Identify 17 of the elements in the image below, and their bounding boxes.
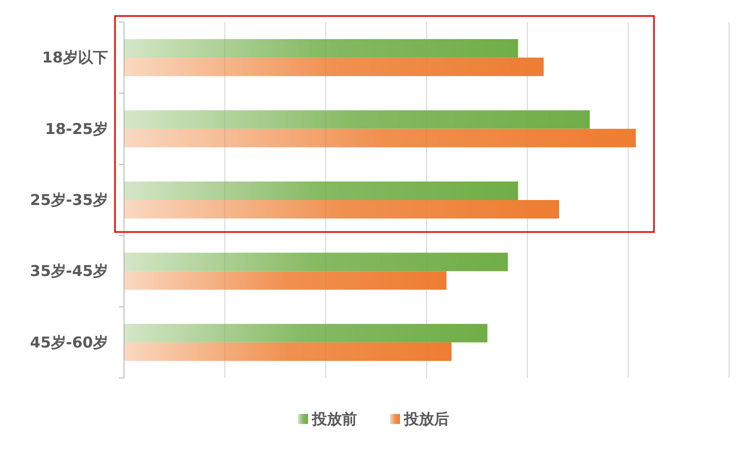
y-tick-label: 18岁以下	[42, 48, 108, 67]
bar	[124, 200, 560, 219]
y-tick-label: 45岁-60岁	[30, 333, 108, 352]
bar	[124, 110, 590, 129]
bar	[124, 181, 518, 200]
bar	[124, 39, 518, 58]
bar	[124, 128, 636, 148]
legend-label: 投放后	[403, 410, 449, 428]
bar	[124, 58, 544, 76]
y-tick-label: 35岁-45岁	[30, 262, 108, 280]
y-tick-label: 18-25岁	[45, 120, 108, 138]
bar	[124, 324, 488, 342]
bar	[124, 252, 508, 272]
legend-label: 投放前	[311, 410, 357, 428]
bar	[124, 271, 446, 290]
y-tick-label: 25岁-35岁	[30, 191, 108, 209]
bar	[124, 342, 452, 361]
